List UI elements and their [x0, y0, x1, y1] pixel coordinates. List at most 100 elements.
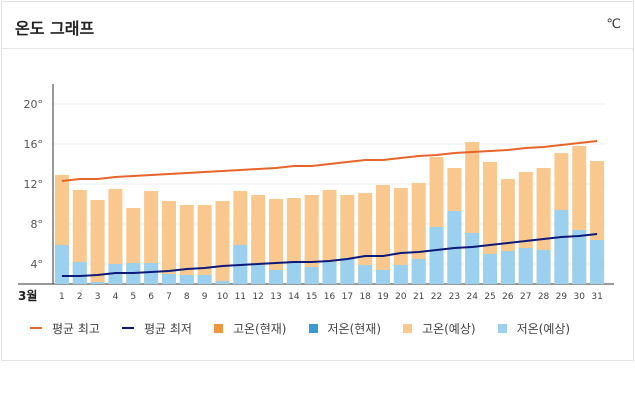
low-forecast-bar	[161, 274, 176, 284]
legend-high-current-label: 고온(현재)	[232, 321, 287, 336]
high-forecast-bar	[411, 183, 426, 284]
high-forecast-bar	[483, 162, 498, 284]
avg-high-swatch	[30, 327, 42, 329]
high-forecast-bar	[197, 205, 212, 284]
x-tick-label: 21	[413, 292, 424, 302]
x-tick-label: 9	[202, 292, 208, 302]
x-tick-label: 14	[288, 292, 300, 302]
month-label: 3월	[18, 288, 37, 303]
high-forecast-bar	[215, 201, 230, 284]
x-tick-label: 8	[184, 292, 190, 302]
low-forecast-bar	[340, 258, 355, 284]
x-tick-label: 1	[59, 292, 65, 302]
x-tick-label: 31	[591, 292, 602, 302]
x-tick-label: 25	[484, 292, 495, 302]
legend-low-current-label: 저온(현재)	[327, 321, 382, 336]
low-forecast-bar	[500, 251, 515, 284]
low-forecast-bar	[518, 248, 533, 284]
low-forecast-bar	[286, 262, 301, 284]
y-tick-label: 8°	[31, 218, 44, 231]
legend-avg-low[interactable]: 평균 최저	[121, 320, 192, 337]
high-forecast-bar	[393, 188, 408, 284]
x-tick-label: 10	[217, 292, 229, 302]
x-tick-label: 23	[449, 292, 460, 302]
high-forecast-bar	[108, 189, 123, 284]
low-forecast-bar	[251, 265, 266, 284]
x-tick-label: 12	[252, 292, 263, 302]
legend-high-forecast-label: 고온(예상)	[422, 321, 476, 336]
x-tick-label: 26	[502, 292, 514, 302]
x-tick-label: 15	[306, 292, 317, 302]
low-current-swatch	[308, 323, 318, 333]
low-forecast-bar	[590, 240, 605, 284]
low-forecast-bar	[358, 265, 373, 284]
chart-title: 온도 그래프	[15, 19, 95, 38]
low-forecast-bar	[411, 259, 426, 284]
x-tick-label: 22	[431, 292, 442, 302]
x-tick-label: 2	[77, 292, 83, 302]
high-forecast-swatch	[403, 323, 413, 333]
x-tick-label: 20	[395, 292, 407, 302]
x-tick-label: 11	[235, 292, 246, 302]
low-forecast-bar	[322, 262, 337, 284]
low-forecast-bar	[72, 262, 87, 284]
y-tick-label: 20°	[24, 98, 44, 111]
low-forecast-bar	[54, 245, 69, 284]
x-tick-label: 30	[574, 292, 586, 302]
low-forecast-bar	[393, 265, 408, 284]
x-tick-label: 28	[538, 292, 550, 302]
high-forecast-bar	[72, 190, 87, 284]
x-tick-label: 18	[359, 292, 371, 302]
high-forecast-bar	[144, 191, 159, 284]
x-tick-label: 27	[520, 292, 531, 302]
legend-high-forecast[interactable]: 고온(예상)	[403, 320, 476, 337]
low-forecast-bar	[197, 275, 212, 284]
legend-high-current[interactable]: 고온(현재)	[213, 320, 287, 337]
low-forecast-bar	[554, 210, 569, 284]
low-forecast-bar	[429, 227, 444, 284]
legend-low-forecast-label: 저온(예상)	[516, 321, 571, 336]
avg-high-line	[61, 140, 598, 182]
x-tick-label: 29	[556, 292, 568, 302]
high-forecast-bar	[90, 200, 105, 284]
high-forecast-bar	[358, 193, 373, 284]
x-tick-label: 4	[113, 292, 119, 302]
unit-label: ℃	[606, 17, 621, 32]
y-tick-label: 12°	[24, 178, 44, 191]
low-forecast-bar	[483, 254, 498, 284]
card-header: 온도 그래프 ℃	[2, 2, 633, 49]
low-forecast-bar	[536, 250, 551, 284]
legend-low-forecast[interactable]: 저온(예상)	[497, 320, 571, 337]
high-forecast-bar	[179, 205, 194, 284]
x-tick-label: 17	[342, 292, 353, 302]
x-tick-label: 5	[130, 292, 136, 302]
legend-avg-high-label: 평균 최고	[52, 321, 100, 336]
avg-low-swatch	[121, 327, 134, 329]
legend-avg-high[interactable]: 평균 최고	[30, 320, 100, 337]
high-forecast-bar	[251, 195, 266, 284]
y-tick-label: 4°	[31, 258, 44, 271]
high-current-swatch	[213, 323, 223, 333]
low-forecast-bar	[179, 275, 194, 284]
low-forecast-bar	[465, 233, 480, 284]
legend-avg-low-label: 평균 최저	[143, 321, 192, 336]
low-forecast-bar	[215, 281, 230, 284]
chart-legend: 평균 최고 평균 최저 고온(현재) 저온(현재) 고온(예상) 저온(예상)	[30, 319, 592, 337]
low-forecast-swatch	[497, 323, 507, 333]
low-forecast-bar	[572, 230, 587, 284]
high-forecast-bar	[161, 201, 176, 284]
x-tick-label: 13	[270, 292, 281, 302]
x-tick-label: 19	[377, 292, 389, 302]
x-tick-label: 3	[95, 292, 101, 302]
high-forecast-bar	[376, 185, 391, 284]
x-tick-label: 7	[166, 292, 172, 302]
y-tick-label: 16°	[24, 138, 44, 151]
low-forecast-bar	[376, 270, 391, 284]
legend-low-current[interactable]: 저온(현재)	[308, 320, 382, 337]
low-forecast-bar	[304, 267, 319, 284]
x-tick-label: 16	[324, 292, 336, 302]
x-tick-label: 24	[466, 292, 478, 302]
low-forecast-bar	[90, 282, 105, 284]
avg-low-line	[61, 233, 598, 277]
